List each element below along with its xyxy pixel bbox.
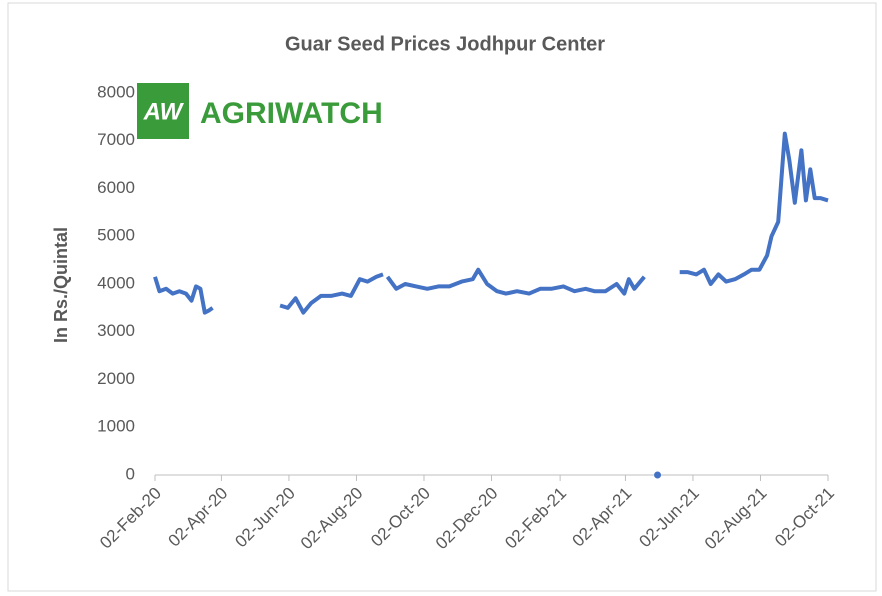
price-line [679, 131, 829, 286]
price-line [153, 276, 214, 315]
logo-mark: AW [143, 98, 185, 125]
y-tick-label: 3000 [97, 321, 135, 340]
y-tick-label: 5000 [97, 226, 135, 245]
y-tick-label: 4000 [97, 273, 135, 292]
logo-name: AGRIWATCH [200, 97, 383, 130]
price-line [385, 267, 646, 296]
data-point [654, 471, 662, 479]
chart-title: Guar Seed Prices Jodhpur Center [285, 33, 605, 55]
logo-box [137, 83, 189, 139]
y-axis-label: In Rs./Quintal [51, 227, 71, 343]
y-tick-label: 1000 [97, 417, 135, 436]
y-tick-label: 7000 [97, 130, 135, 149]
y-tick-label: 0 [126, 464, 135, 483]
y-tick-label: 2000 [97, 369, 135, 388]
y-tick-label: 6000 [97, 178, 135, 197]
y-tick-label: 8000 [97, 82, 135, 101]
price-line [279, 272, 384, 315]
